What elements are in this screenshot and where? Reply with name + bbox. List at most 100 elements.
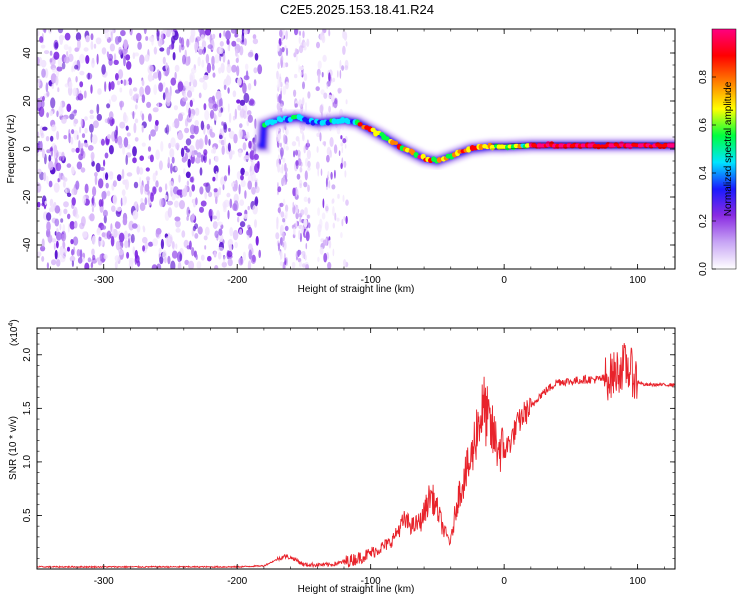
noise-speck: [61, 116, 67, 124]
scatter-speck: [284, 225, 289, 232]
noise-speck: [208, 138, 211, 146]
noise-speck: [171, 241, 175, 250]
noise-speck: [77, 93, 84, 101]
noise-speck: [79, 249, 83, 259]
noise-speck: [152, 72, 159, 79]
noise-speck: [164, 183, 168, 191]
noise-speck: [91, 58, 95, 68]
noise-speck: [215, 196, 218, 205]
noise-speck: [226, 192, 231, 198]
scatter-speck: [294, 73, 298, 79]
scatter-speck: [279, 261, 284, 267]
noise-speck: [252, 254, 256, 263]
noise-speck: [194, 120, 199, 127]
noise-speck: [43, 29, 47, 34]
noise-speck: [94, 174, 98, 186]
scatter-speck: [328, 94, 332, 99]
noise-speck: [198, 48, 203, 55]
noise-speck: [212, 72, 216, 78]
noise-speck: [228, 130, 235, 139]
noise-speck: [70, 221, 75, 226]
noise-speck: [222, 52, 226, 63]
noise-speck: [51, 202, 55, 213]
scatter-speck: [279, 237, 283, 246]
noise-speck: [76, 134, 79, 140]
scatter-speck: [283, 232, 286, 237]
noise-speck: [189, 34, 195, 43]
noise-speck: [226, 38, 230, 45]
noise-speck: [167, 200, 173, 206]
scatter-speck: [343, 160, 347, 168]
noise-speck: [227, 210, 230, 220]
noise-speck: [59, 34, 64, 45]
noise-speck: [45, 82, 49, 93]
noise-speck: [41, 149, 46, 159]
noise-speck: [139, 54, 145, 65]
y-tick-label: 0: [22, 146, 33, 152]
scatter-speck: [318, 230, 321, 238]
noise-speck: [56, 66, 63, 72]
spectrogram-ridge-core: [262, 113, 675, 164]
noise-speck: [201, 40, 207, 49]
noise-speck: [51, 124, 57, 132]
noise-speck: [234, 108, 237, 120]
noise-speck: [87, 257, 92, 263]
noise-speck: [240, 167, 245, 176]
noise-speck: [97, 88, 102, 95]
noise-speck: [204, 226, 210, 236]
x-tick-label: 0: [501, 576, 507, 587]
noise-speck: [106, 190, 111, 197]
noise-speck: [239, 221, 246, 228]
noise-speck: [169, 181, 174, 191]
noise-speck: [149, 154, 154, 163]
scatter-speck: [295, 211, 299, 220]
noise-speck: [148, 241, 154, 247]
noise-speck: [142, 245, 146, 252]
noise-speck: [46, 149, 51, 154]
snr-background: [37, 328, 675, 569]
scatter-speck: [298, 64, 300, 73]
noise-speck: [204, 110, 210, 121]
noise-speck: [213, 188, 218, 193]
noise-speck: [189, 81, 192, 87]
scatter-speck: [301, 251, 306, 259]
noise-speck: [231, 40, 237, 47]
noise-speck: [118, 249, 124, 256]
noise-speck: [165, 62, 168, 71]
noise-speck: [80, 167, 86, 173]
noise-speck: [171, 193, 176, 201]
noise-speck: [248, 249, 252, 260]
noise-speck: [101, 47, 107, 55]
noise-speck: [118, 142, 123, 149]
ridge-blob: [331, 118, 337, 125]
noise-speck: [204, 29, 211, 36]
scatter-speck: [342, 138, 347, 144]
noise-speck: [170, 137, 176, 148]
noise-speck: [234, 29, 237, 38]
scatter-speck: [323, 252, 328, 263]
noise-speck: [158, 70, 162, 81]
scatter-speck: [316, 41, 320, 49]
scatter-speck: [299, 66, 304, 71]
noise-speck: [98, 199, 103, 207]
noise-speck: [126, 172, 133, 177]
x-tick-label: -300: [94, 576, 114, 587]
scatter-speck: [295, 136, 300, 142]
scatter-speck: [280, 57, 283, 67]
noise-speck: [212, 176, 216, 182]
noise-speck: [244, 134, 250, 139]
scatter-speck: [285, 81, 289, 90]
noise-speck: [246, 229, 251, 236]
noise-speck: [218, 228, 223, 236]
scatter-speck: [277, 207, 281, 214]
noise-speck: [203, 182, 209, 187]
noise-speck: [232, 90, 237, 98]
noise-speck: [89, 109, 94, 115]
scatter-speck: [293, 89, 297, 98]
noise-speck: [73, 118, 79, 125]
scatter-speck: [315, 161, 320, 170]
scatter-speck: [307, 184, 310, 192]
noise-speck: [231, 182, 235, 187]
noise-speck: [84, 116, 88, 121]
